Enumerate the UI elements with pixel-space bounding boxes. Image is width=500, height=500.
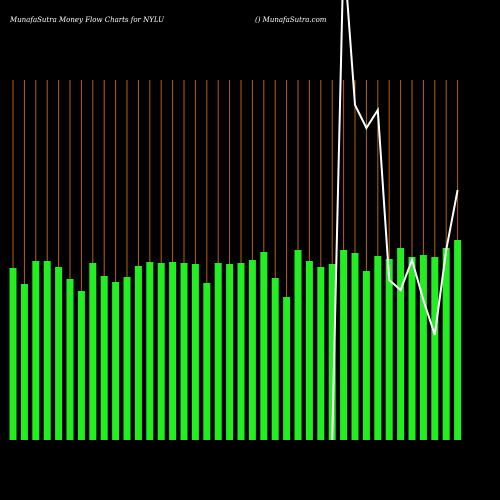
bar	[385, 259, 393, 440]
bar	[134, 266, 142, 440]
bar	[89, 263, 97, 440]
bar	[66, 279, 74, 440]
line	[331, 0, 459, 440]
bar	[294, 250, 302, 440]
bar	[169, 262, 177, 440]
bar	[271, 278, 279, 440]
bar	[146, 262, 154, 440]
bar	[248, 260, 256, 440]
bar	[32, 261, 40, 440]
bar	[226, 264, 234, 440]
chart-subtitle: () MunafaSutra.com	[255, 16, 327, 24]
bar	[55, 267, 63, 440]
bar	[454, 240, 462, 440]
bar	[43, 261, 51, 440]
bar	[305, 261, 313, 440]
bar	[419, 255, 427, 440]
bar	[351, 253, 359, 440]
bar	[374, 256, 382, 440]
bar	[77, 291, 85, 440]
bar	[328, 264, 336, 440]
bar	[362, 271, 370, 440]
chart-title: MunafaSutra Money Flow Charts for NYLU	[9, 16, 165, 24]
bar	[203, 283, 211, 440]
bar	[442, 248, 450, 440]
bar	[340, 250, 348, 440]
bar	[123, 277, 131, 440]
bar	[214, 263, 222, 440]
bar	[157, 263, 165, 440]
bar	[9, 268, 17, 440]
bar	[260, 252, 268, 440]
bar	[283, 297, 291, 440]
bar	[100, 276, 108, 440]
bar	[237, 263, 245, 440]
bar	[408, 257, 416, 440]
bar	[20, 284, 28, 440]
bar	[191, 264, 199, 440]
bar	[397, 248, 405, 440]
bar	[317, 267, 325, 440]
bar	[112, 282, 120, 440]
bar	[431, 257, 439, 440]
bar	[180, 263, 188, 440]
